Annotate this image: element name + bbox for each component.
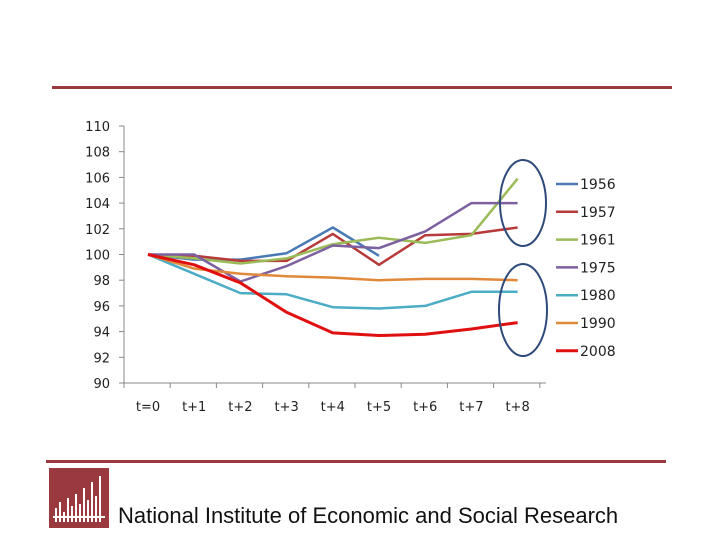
- y-tick-label: 110: [85, 120, 110, 135]
- organization-name: National Institute of Economic and Socia…: [118, 503, 619, 528]
- series-line-2008: [147, 253, 518, 337]
- y-axis-ticks: 90 92 94 96 98 100 102 104 106 108 110: [85, 120, 124, 392]
- legend-label-1956: 1956: [580, 177, 616, 193]
- annotation-ellipse-upper: [499, 159, 547, 247]
- series-line-1957: [147, 226, 518, 267]
- top-divider: [52, 86, 672, 89]
- x-tick-label: t+2: [228, 400, 252, 415]
- x-tick-label: t+6: [413, 400, 437, 415]
- y-tick-label: 98: [93, 274, 110, 289]
- legend-label-1961: 1961: [580, 233, 616, 249]
- x-tick-label: t+4: [321, 400, 345, 415]
- y-tick-label: 102: [85, 223, 110, 238]
- x-tick-label: t+7: [459, 400, 483, 415]
- series-line-1961: [147, 177, 519, 265]
- y-tick-label: 96: [93, 300, 110, 315]
- x-tick-label: t=0: [136, 400, 160, 415]
- y-tick-label: 106: [85, 171, 110, 186]
- y-tick-label: 90: [93, 377, 110, 392]
- x-axis-ticks: t=0 t+1 t+2 t+3 t+4 t+5 t+6 t+7 t+8: [123, 383, 541, 415]
- bar-pattern-icon: [53, 476, 105, 522]
- x-tick-label: t+1: [182, 400, 206, 415]
- series-lines: [147, 177, 519, 337]
- x-tick-label: t+3: [274, 400, 298, 415]
- chart-legend: 1956 1957 1961 1975 1980 1990 2008: [556, 177, 616, 360]
- bottom-divider: [46, 460, 666, 463]
- y-tick-label: 94: [93, 326, 110, 341]
- x-tick-label: t+8: [505, 400, 529, 415]
- y-tick-label: 108: [85, 146, 110, 161]
- x-tick-label: t+5: [367, 400, 391, 415]
- y-tick-label: 104: [85, 197, 110, 212]
- legend-label-1975: 1975: [580, 260, 616, 276]
- legend-label-1957: 1957: [580, 205, 616, 221]
- legend-label-1990: 1990: [580, 316, 616, 332]
- y-tick-label: 100: [85, 249, 110, 264]
- y-tick-label: 92: [93, 351, 110, 366]
- series-line-1980: [147, 253, 518, 310]
- series-line-1975: [148, 201, 518, 283]
- legend-label-1980: 1980: [580, 288, 616, 304]
- legend-label-2008: 2008: [580, 344, 616, 360]
- annotation-ellipse-lower: [498, 263, 548, 357]
- niesr-logo: [49, 468, 109, 528]
